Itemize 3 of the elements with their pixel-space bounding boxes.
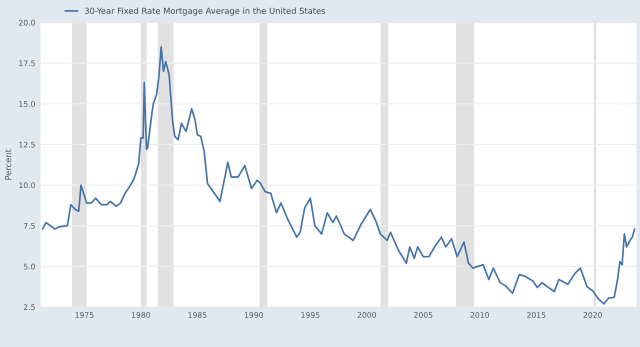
legend-label: 30-Year Fixed Rate Mortgage Average in the United States	[84, 8, 326, 16]
line-series	[42, 46, 636, 305]
y-axis-title: Percent	[5, 149, 12, 180]
